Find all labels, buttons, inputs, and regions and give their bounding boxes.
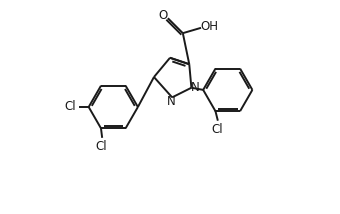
Text: N: N (191, 81, 200, 94)
Text: Cl: Cl (65, 101, 76, 113)
Text: O: O (158, 9, 168, 22)
Text: OH: OH (201, 20, 219, 33)
Text: N: N (167, 95, 176, 108)
Text: Cl: Cl (96, 140, 107, 153)
Text: Cl: Cl (211, 123, 223, 136)
